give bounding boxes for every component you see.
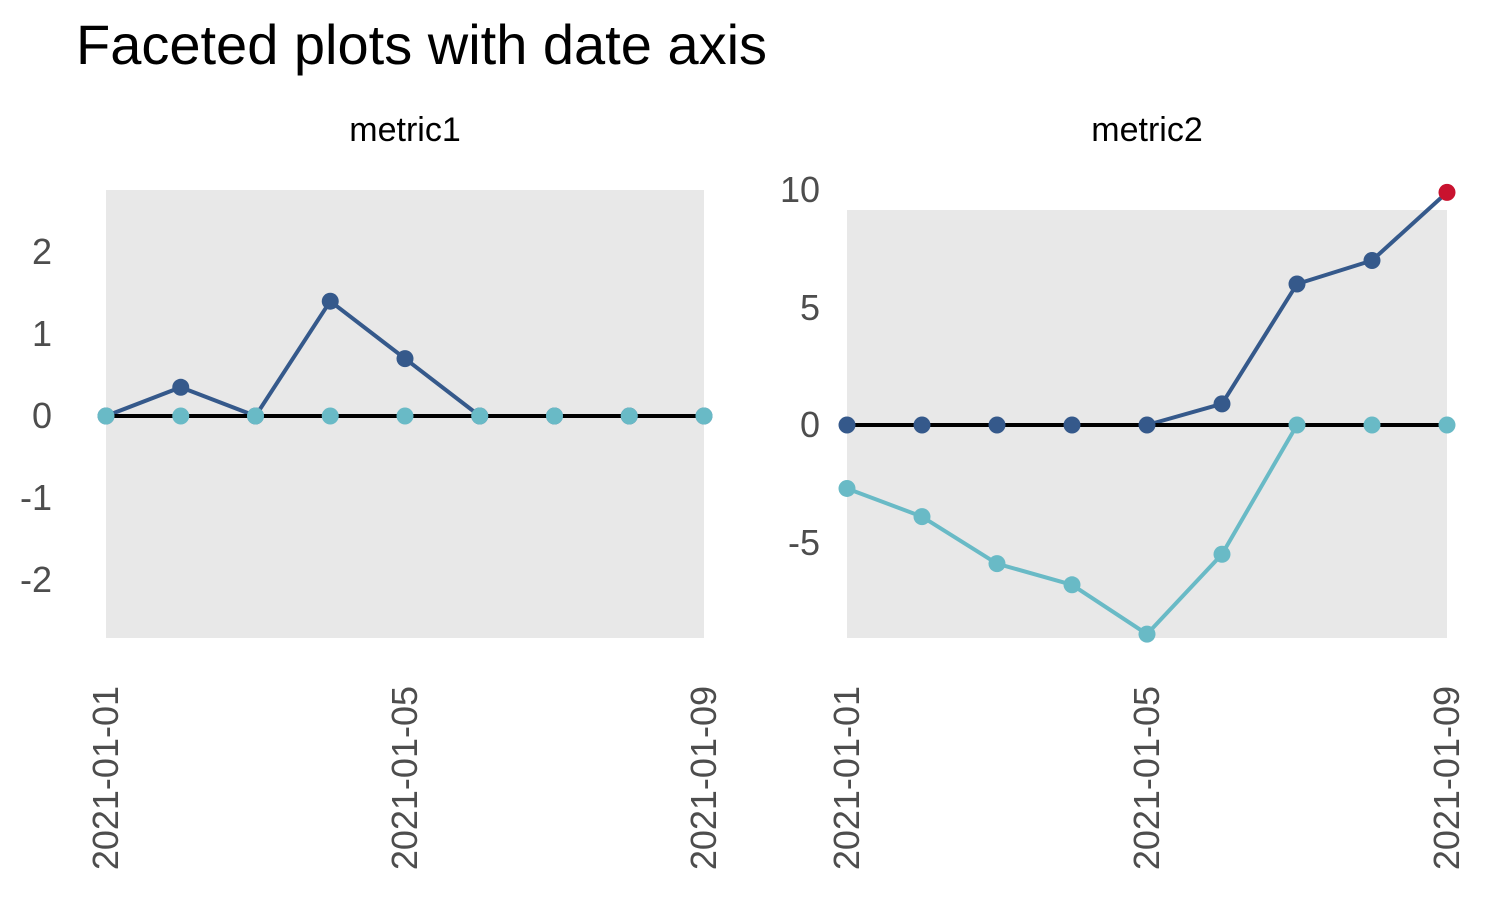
data-point-light-line-metric1 [97,407,115,425]
data-point-dark-line-metric1 [396,350,414,368]
data-point-dark-line-metric2 [1288,275,1306,293]
data-point-dark-line-metric2 [913,416,931,434]
data-point-dark-line-metric1 [321,292,339,310]
data-point-light-line-metric2 [1213,545,1231,563]
data-point-light-line-metric2 [1438,416,1456,434]
data-point-light-line-metric1 [396,407,414,425]
data-point-light-line-metric2 [1288,416,1306,434]
data-point-light-line-metric1 [321,407,339,425]
data-point-light-line-metric2 [1138,625,1156,643]
data-point-light-line-metric2 [1363,416,1381,434]
data-point-dark-line-metric2 [988,416,1006,434]
data-point-dark-line-metric2 [1213,395,1231,413]
data-point-light-line-metric1 [546,407,563,425]
data-point-light-line-metric2 [988,555,1006,573]
data-point-light-line-metric2 [838,479,856,497]
data-point-dark-line-metric2 [1363,252,1381,269]
data-point-light-line-metric1 [695,407,713,425]
highlighted-end-point-dark-line-metric2 [1438,183,1456,201]
data-point-light-line-metric1 [172,407,190,425]
data-point-light-line-metric1 [620,407,638,425]
data-point-light-line-metric2 [913,508,931,526]
data-point-light-line-metric1 [471,407,489,425]
data-point-dark-line-metric2 [1138,416,1156,434]
data-point-light-line-metric2 [1063,576,1081,594]
data-point-dark-line-metric2 [1063,416,1081,434]
data-point-dark-line-metric2 [838,416,856,434]
data-point-dark-line-metric1 [172,378,190,396]
data-point-light-line-metric1 [247,407,264,425]
